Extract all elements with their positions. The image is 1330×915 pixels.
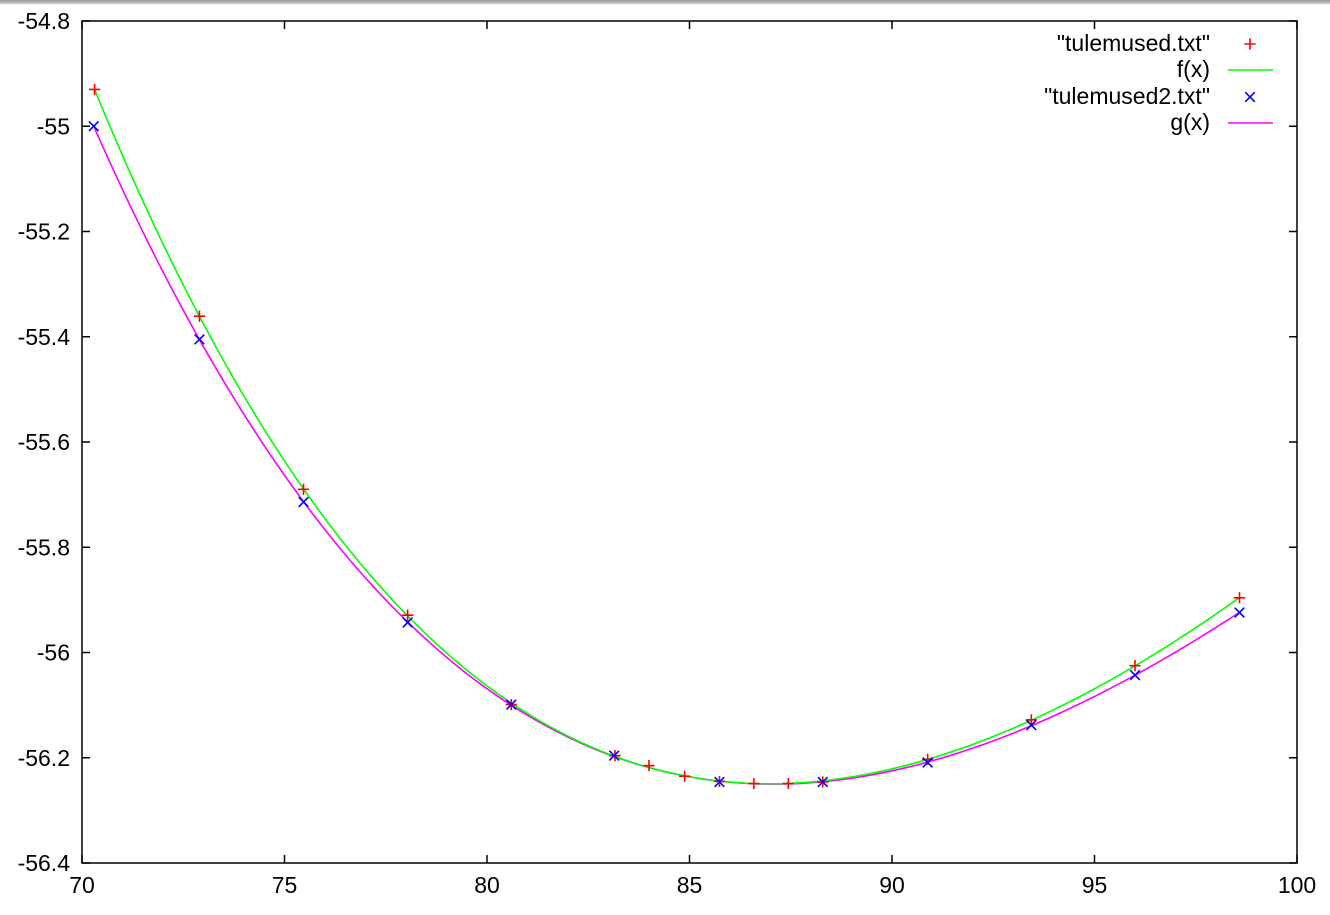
svg-text:-56.4: -56.4 <box>18 850 71 876</box>
svg-text:-55.2: -55.2 <box>18 219 70 245</box>
svg-text:-55.4: -55.4 <box>18 324 71 350</box>
svg-text:-55: -55 <box>37 113 70 139</box>
svg-text:-56.2: -56.2 <box>18 745 70 771</box>
svg-text:-55.6: -55.6 <box>18 429 70 455</box>
svg-text:70: 70 <box>69 872 95 898</box>
svg-text:85: 85 <box>677 872 703 898</box>
svg-text:"tulemused.txt": "tulemused.txt" <box>1057 30 1210 56</box>
svg-text:-56: -56 <box>37 640 70 666</box>
svg-text:75: 75 <box>272 872 298 898</box>
svg-text:"tulemused2.txt": "tulemused2.txt" <box>1044 83 1210 109</box>
svg-text:90: 90 <box>879 872 905 898</box>
svg-text:80: 80 <box>474 872 500 898</box>
svg-text:-54.8: -54.8 <box>18 8 70 34</box>
svg-text:95: 95 <box>1082 872 1108 898</box>
svg-text:g(x): g(x) <box>1170 109 1210 135</box>
svg-text:f(x): f(x) <box>1177 56 1210 82</box>
svg-text:100: 100 <box>1278 872 1316 898</box>
svg-text:-55.8: -55.8 <box>18 534 70 560</box>
